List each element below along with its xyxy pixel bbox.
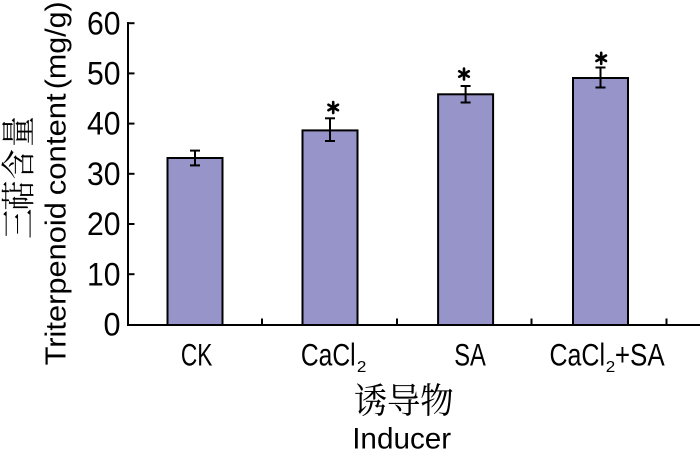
svg-text:(mg/g): (mg/g) [41, 1, 73, 89]
svg-text:CK: CK [181, 337, 213, 373]
svg-text:10: 10 [87, 256, 121, 292]
svg-text:2: 2 [606, 359, 616, 376]
svg-text:50: 50 [87, 56, 121, 92]
svg-text:CaCl: CaCl [301, 337, 356, 373]
svg-text:40: 40 [87, 106, 121, 142]
svg-text:20: 20 [87, 206, 121, 242]
svg-text:60: 60 [87, 5, 121, 41]
svg-text:Inducer: Inducer [352, 422, 451, 455]
svg-text:Triterpenoid: Triterpenoid [41, 202, 73, 365]
svg-text:SA: SA [454, 337, 486, 373]
svg-text:30: 30 [87, 156, 121, 192]
svg-text:2: 2 [357, 359, 367, 376]
svg-text:content: content [41, 93, 73, 195]
svg-text:CaCl: CaCl [550, 337, 606, 373]
svg-text:+SA: +SA [615, 337, 665, 373]
svg-text:0: 0 [104, 307, 121, 343]
